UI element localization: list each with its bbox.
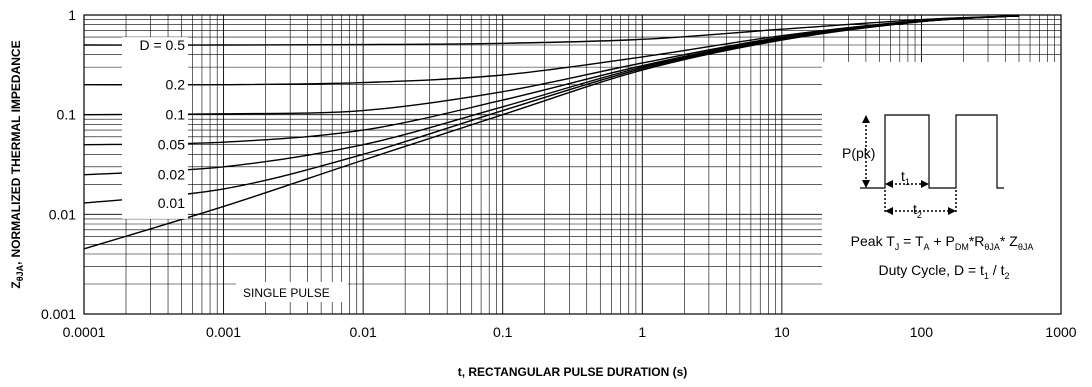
y-tick-label: 0.001 [41, 306, 76, 322]
y-axis-label: ZθJA, NORMALIZED THERMAL IMPEDANCE [9, 40, 25, 288]
t2-label: t2 [913, 201, 922, 220]
plot-frame [83, 14, 1062, 315]
duty-cycle-equation: Duty Cycle, D = t1 / t2 [878, 262, 1009, 281]
series-curves [83, 15, 1020, 250]
y-tick-label: 0.1 [57, 107, 77, 123]
x-tick-label: 0.001 [206, 324, 241, 340]
ppk-arrow-down [862, 180, 870, 188]
series-line [83, 15, 1020, 250]
legend-label: 0.1 [166, 107, 186, 123]
peak-tj-equation: Peak TJ = TA + PDM*RθJA* ZθJA [851, 233, 1034, 252]
x-tick-label: 1 [638, 324, 646, 340]
t1-label: t1 [901, 168, 910, 187]
y-axis-text: NORMALIZED THERMAL IMPEDANCE [9, 40, 23, 257]
legend-mask [122, 37, 188, 219]
x-tick-label: 1000 [1045, 324, 1076, 340]
pulse-waveform [860, 114, 1004, 189]
x-tick-label: 0.01 [350, 324, 377, 340]
x-tick-label: 10 [774, 324, 790, 340]
series-line [83, 15, 1020, 46]
t2-arrow-right [948, 207, 956, 215]
tick-labels: 0.0001 0.001 0.01 0.1 1 10 100 1000 1 0.1 0.01 0.00… [41, 7, 1077, 340]
legend-label: D = 0.5 [139, 37, 185, 53]
single-pulse-label: SINGLE PULSE [243, 286, 330, 300]
x-axis-label: t, RECTANGULAR PULSE DURATION (s) [458, 365, 688, 379]
pulse-inset: P(pk) t1 t2 Peak TJ = TA + PDM*RθJA* ZθJ… [842, 114, 1034, 281]
t1-arrow-left [885, 180, 893, 188]
single-pulse-label-mask [236, 282, 348, 302]
x-tick-label: 0.0001 [63, 324, 106, 340]
y-axis-separator: , [9, 262, 23, 265]
y-tick-label: 0.01 [49, 206, 76, 222]
x-tick-label: 100 [910, 324, 934, 340]
y-axis-symbol-sub: θJA [15, 264, 25, 281]
legend-label: 0.02 [158, 167, 185, 183]
legend: D = 0.5 0.2 0.1 0.05 0.02 0.01 [139, 37, 185, 211]
legend-label: 0.01 [158, 195, 185, 211]
ppk-label: P(pk) [842, 145, 875, 161]
y-tick-label: 1 [68, 7, 76, 23]
t2-arrow-left [885, 207, 893, 215]
y-axis-symbol: Z [9, 281, 23, 288]
legend-label: 0.05 [158, 137, 185, 153]
x-tick-label: 0.1 [493, 324, 513, 340]
t1-arrow-right [921, 180, 929, 188]
legend-label: 0.2 [166, 77, 186, 93]
ppk-arrow-up [862, 115, 870, 123]
